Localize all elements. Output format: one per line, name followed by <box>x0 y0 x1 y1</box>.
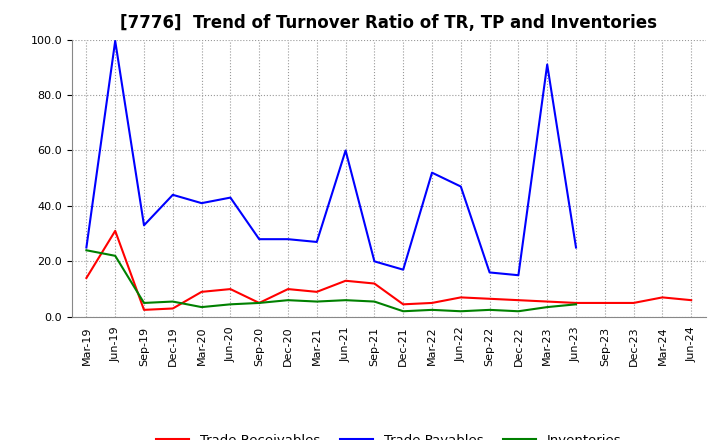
Trade Payables <box>485 270 494 275</box>
Trade Receivables <box>629 300 638 305</box>
Trade Receivables <box>341 278 350 283</box>
Trade Payables <box>572 245 580 250</box>
Trade Receivables <box>485 296 494 301</box>
Inventories <box>197 304 206 310</box>
Inventories <box>543 304 552 310</box>
Inventories <box>485 307 494 312</box>
Trade Receivables <box>600 300 609 305</box>
Trade Payables <box>197 201 206 206</box>
Inventories <box>168 299 177 304</box>
Trade Payables <box>82 245 91 250</box>
Trade Receivables <box>572 300 580 305</box>
Inventories <box>255 300 264 305</box>
Trade Receivables <box>111 228 120 234</box>
Trade Receivables <box>82 275 91 281</box>
Trade Payables <box>312 239 321 245</box>
Trade Payables <box>226 195 235 200</box>
Line: Trade Receivables: Trade Receivables <box>86 231 691 310</box>
Trade Receivables <box>197 289 206 294</box>
Title: [7776]  Trend of Turnover Ratio of TR, TP and Inventories: [7776] Trend of Turnover Ratio of TR, TP… <box>120 15 657 33</box>
Trade Receivables <box>226 286 235 292</box>
Inventories <box>226 302 235 307</box>
Inventories <box>284 297 292 303</box>
Trade Receivables <box>370 281 379 286</box>
Trade Receivables <box>255 300 264 305</box>
Inventories <box>428 307 436 312</box>
Trade Payables <box>428 170 436 175</box>
Inventories <box>572 302 580 307</box>
Inventories <box>370 299 379 304</box>
Inventories <box>341 297 350 303</box>
Trade Receivables <box>658 295 667 300</box>
Trade Payables <box>255 237 264 242</box>
Trade Receivables <box>687 297 696 303</box>
Trade Receivables <box>543 299 552 304</box>
Trade Receivables <box>140 307 148 312</box>
Trade Receivables <box>312 289 321 294</box>
Inventories <box>514 308 523 314</box>
Trade Receivables <box>456 295 465 300</box>
Trade Payables <box>168 192 177 198</box>
Line: Trade Payables: Trade Payables <box>86 41 576 275</box>
Inventories <box>456 308 465 314</box>
Line: Inventories: Inventories <box>86 250 576 311</box>
Trade Receivables <box>284 286 292 292</box>
Trade Payables <box>341 148 350 153</box>
Trade Payables <box>370 259 379 264</box>
Trade Payables <box>543 62 552 67</box>
Inventories <box>111 253 120 258</box>
Trade Payables <box>284 237 292 242</box>
Trade Receivables <box>428 300 436 305</box>
Inventories <box>82 248 91 253</box>
Trade Payables <box>456 184 465 189</box>
Inventories <box>399 308 408 314</box>
Trade Receivables <box>399 302 408 307</box>
Trade Receivables <box>168 306 177 311</box>
Trade Receivables <box>514 297 523 303</box>
Trade Payables <box>111 38 120 44</box>
Trade Payables <box>399 267 408 272</box>
Trade Payables <box>514 272 523 278</box>
Inventories <box>140 300 148 305</box>
Inventories <box>312 299 321 304</box>
Legend: Trade Receivables, Trade Payables, Inventories: Trade Receivables, Trade Payables, Inven… <box>151 429 626 440</box>
Trade Payables <box>140 223 148 228</box>
